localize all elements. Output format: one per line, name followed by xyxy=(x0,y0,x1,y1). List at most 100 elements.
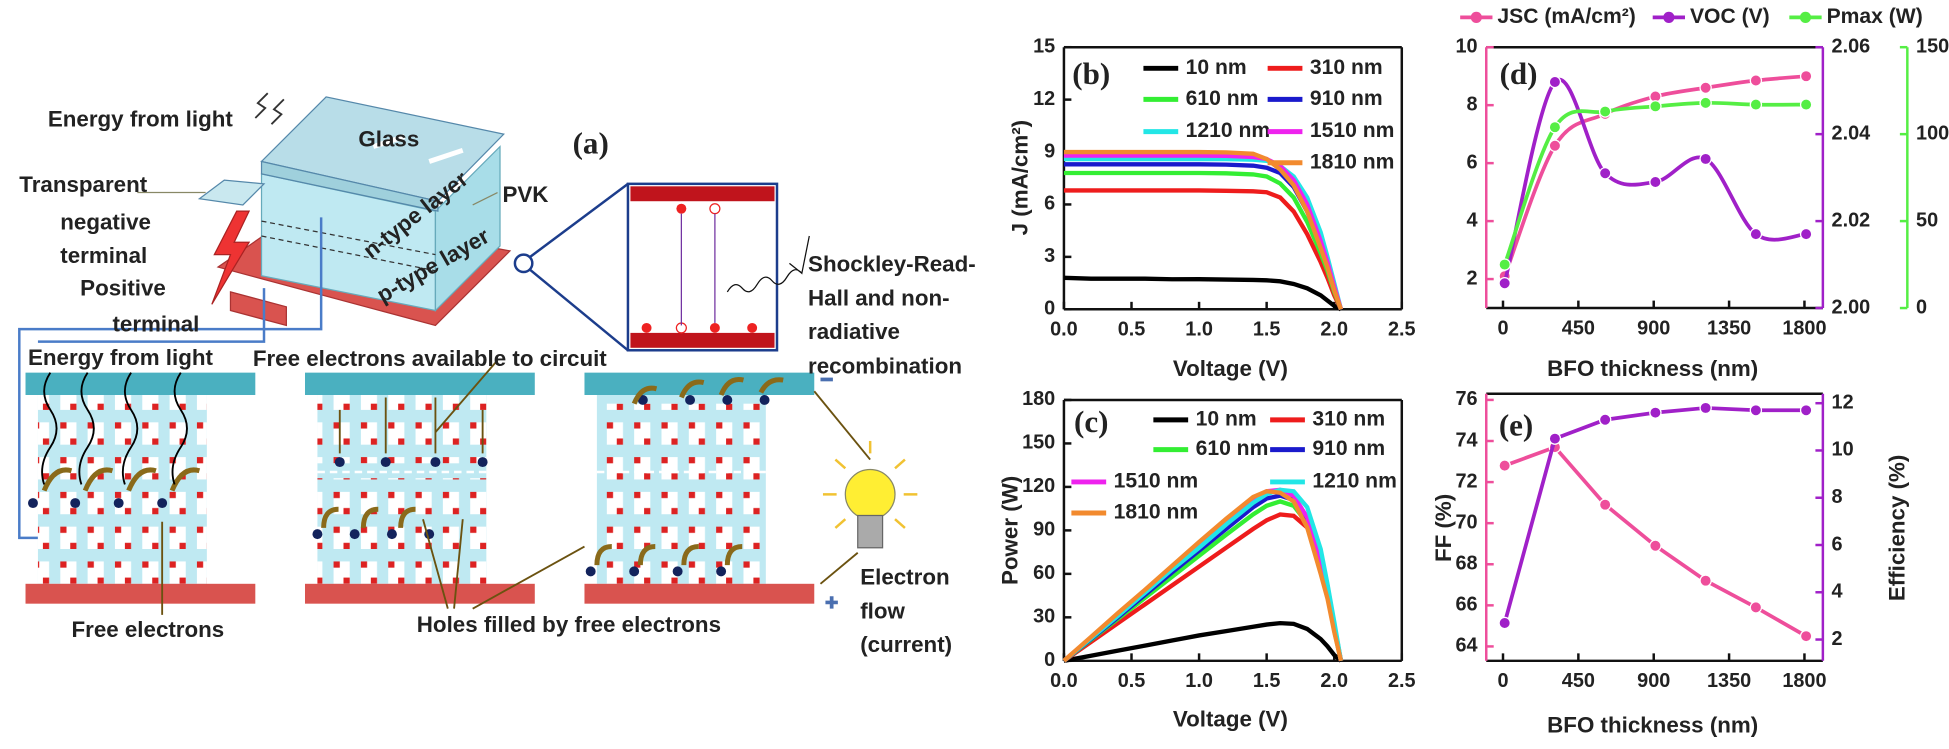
shape xyxy=(834,518,847,529)
shape xyxy=(681,544,699,566)
shape xyxy=(718,377,745,396)
shape xyxy=(637,544,656,566)
point xyxy=(1598,167,1612,180)
series-line xyxy=(1063,620,1343,663)
series-line xyxy=(1063,188,1343,311)
legend-label: 10 nm xyxy=(1196,407,1257,430)
y2-tick-label: 10 xyxy=(1832,439,1854,461)
label: negative xyxy=(60,209,151,234)
shape xyxy=(472,191,498,206)
point xyxy=(1799,98,1813,111)
label: Energy from light xyxy=(28,345,214,370)
series-line xyxy=(1062,489,1344,663)
point xyxy=(1649,100,1662,113)
point xyxy=(1699,96,1712,110)
x-tick-label: 2.5 xyxy=(1388,670,1416,692)
legend-label: JSC (mA/cm²) xyxy=(1497,5,1635,28)
label: (current) xyxy=(860,632,952,657)
shape xyxy=(360,506,379,528)
legend-label: 310 nm xyxy=(1310,56,1383,79)
panel-label: (b) xyxy=(1072,56,1110,91)
point xyxy=(1799,629,1813,643)
x-tick-label: 1.5 xyxy=(1253,319,1281,341)
label: Holes filled by free electrons xyxy=(417,612,721,637)
shape xyxy=(304,583,535,604)
point xyxy=(1498,616,1511,630)
shape xyxy=(726,235,810,293)
x-tick-label: 0.0 xyxy=(1050,319,1078,341)
point xyxy=(1799,227,1813,241)
label: Glass xyxy=(358,126,419,151)
shape xyxy=(629,566,640,577)
x-tick-label: 900 xyxy=(1637,317,1670,339)
legend-label: 910 nm xyxy=(1310,87,1383,110)
point xyxy=(1699,152,1712,166)
shape xyxy=(428,147,464,164)
shape xyxy=(641,322,652,333)
legend-label: 1210 nm xyxy=(1312,470,1396,493)
x-tick-label: 450 xyxy=(1562,317,1595,339)
point xyxy=(1498,277,1511,290)
y-tick-label: 6 xyxy=(1467,151,1478,173)
x-tick-label: 2.0 xyxy=(1320,319,1348,341)
series-line xyxy=(1062,487,1344,663)
shape xyxy=(822,440,918,529)
shape xyxy=(349,529,360,540)
legend-label: 1510 nm xyxy=(1310,119,1395,142)
y-tick-label: 150 xyxy=(1022,432,1055,454)
shape xyxy=(594,544,612,566)
shape xyxy=(260,160,439,212)
point xyxy=(1498,258,1511,271)
y-tick-label: 3 xyxy=(1044,245,1055,267)
y-tick-label: 60 xyxy=(1033,562,1055,584)
y3-tick-label: 150 xyxy=(1916,35,1949,57)
shape xyxy=(169,467,201,492)
y-tick-label: 8 xyxy=(1467,93,1478,115)
shape xyxy=(211,210,251,305)
y-tick-label: 68 xyxy=(1455,553,1477,575)
point xyxy=(1649,539,1662,552)
series-line xyxy=(1063,275,1342,312)
shape xyxy=(28,394,770,577)
shape xyxy=(386,529,397,540)
shape xyxy=(25,583,256,604)
shape xyxy=(197,179,266,206)
shape xyxy=(82,467,114,492)
x-axis-label: BFO thickness (nm) xyxy=(1547,713,1758,738)
shape xyxy=(626,182,779,352)
y2-tick-label: 2 xyxy=(1832,628,1843,650)
point xyxy=(1749,601,1763,614)
shape xyxy=(584,583,815,604)
shape xyxy=(78,372,95,485)
legend-label: 1510 nm xyxy=(1114,470,1198,493)
y-tick-label: 66 xyxy=(1455,594,1477,616)
y-tick-label: 74 xyxy=(1455,429,1477,451)
y3-tick-label: 0 xyxy=(1916,296,1927,318)
shape xyxy=(161,359,871,615)
shape xyxy=(25,372,256,395)
label: Hall and non- xyxy=(808,285,950,310)
x-tick-label: 0.5 xyxy=(1118,670,1146,692)
label: PVK xyxy=(502,182,548,207)
series-line xyxy=(1502,77,1807,284)
legend-label: 610 nm xyxy=(1186,87,1259,110)
shape xyxy=(758,377,784,394)
shape xyxy=(312,529,323,540)
y-tick-label: 0 xyxy=(1044,649,1055,671)
y-tick-label: 64 xyxy=(1455,635,1477,657)
shape xyxy=(685,394,696,405)
x-tick-label: 2.5 xyxy=(1388,319,1416,341)
shape xyxy=(254,92,285,125)
label: Positive xyxy=(80,275,166,300)
shape xyxy=(630,186,775,202)
shape xyxy=(747,322,758,333)
legend-label: 310 nm xyxy=(1312,407,1385,430)
legend-marker xyxy=(1663,11,1675,23)
shape xyxy=(41,467,73,492)
y-tick-label: 10 xyxy=(1455,35,1477,57)
y-tick-label: 2 xyxy=(1467,267,1478,289)
shape xyxy=(894,458,906,470)
shape xyxy=(724,544,743,566)
y2-tick-label: 8 xyxy=(1832,486,1843,508)
series-line xyxy=(1063,149,1344,311)
